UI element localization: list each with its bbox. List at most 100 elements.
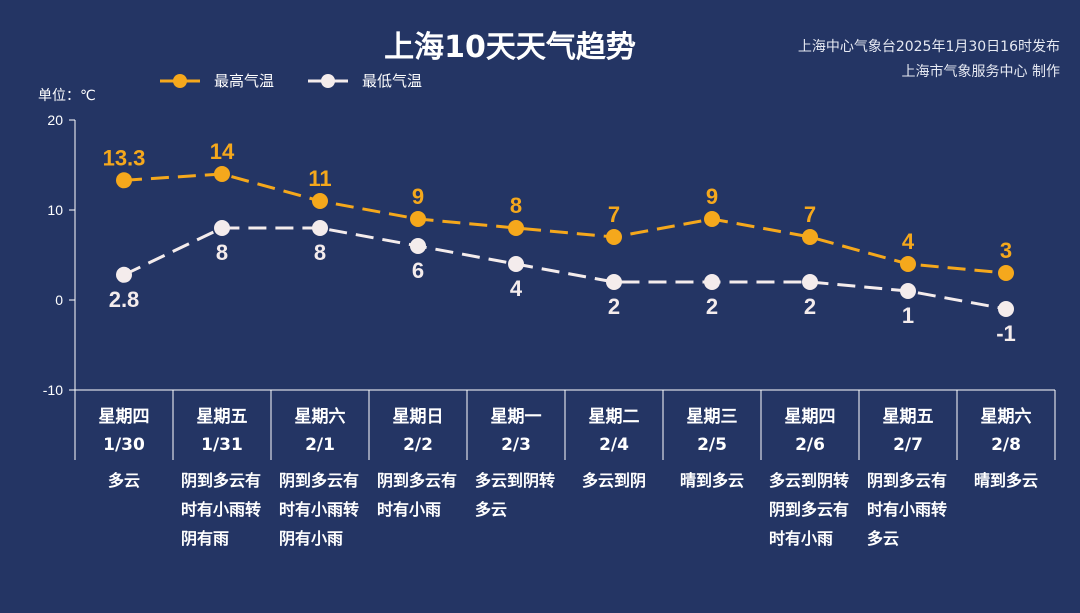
weather-description: 晴到多云 [663, 466, 761, 495]
data-label-low: 2 [804, 294, 816, 319]
data-label-low: 2 [706, 294, 718, 319]
data-label-low: 6 [412, 258, 424, 283]
source-line-2: 上海市气象服务中心 制作 [901, 64, 1060, 80]
data-label-high: 8 [510, 193, 522, 218]
day-of-week: 星期五 [882, 407, 934, 427]
data-point-low [802, 274, 818, 290]
legend-marker-low [308, 73, 349, 88]
data-point-low [998, 301, 1014, 317]
x-tick-label: 2/3 [501, 435, 531, 455]
weather-description: 多云到阴转阴到多云有时有小雨 [761, 466, 859, 553]
y-tick-label: -10 [43, 382, 63, 398]
data-label-high: 14 [210, 139, 235, 164]
weather-description: 多云到阴转多云 [467, 466, 565, 524]
day-column: 星期一 2/3 [467, 392, 565, 455]
weather-text: 阴到多云有时有小雨转阴有雨 [181, 471, 262, 548]
data-label-high: 7 [608, 202, 620, 227]
data-point-low [116, 266, 132, 283]
weather-text: 阴到多云有时有小雨 [377, 471, 458, 519]
legend-item-high: 最高气温 [160, 70, 274, 91]
weather-text: 多云到阴转阴到多云有时有小雨 [769, 471, 850, 548]
weather-description: 晴到多云 [957, 466, 1055, 495]
weather-text: 多云 [107, 471, 140, 490]
day-column: 星期五 1/31 [173, 392, 271, 455]
weather-text: 晴到多云 [679, 471, 744, 490]
y-tick-label: 10 [47, 202, 63, 218]
y-tick-label: 20 [47, 112, 63, 128]
data-label-high: 7 [804, 202, 816, 227]
x-tick-label: 2/4 [599, 435, 629, 455]
data-label-high: 9 [706, 184, 718, 209]
weather-text: 多云到阴转多云 [475, 471, 556, 519]
day-of-week: 星期三 [686, 407, 738, 427]
data-label-low: 8 [216, 240, 228, 265]
day-of-week: 星期二 [588, 407, 640, 427]
data-label-low: 8 [314, 240, 326, 265]
weather-description: 多云 [75, 466, 173, 495]
weather-text: 多云到阴 [581, 471, 646, 490]
data-label-low: 2 [608, 294, 620, 319]
x-tick-label: 2/7 [893, 435, 923, 455]
day-of-week: 星期六 [294, 407, 346, 427]
day-of-week: 星期一 [490, 407, 542, 427]
weather-description: 多云到阴 [565, 466, 663, 495]
day-of-week: 星期六 [980, 407, 1032, 427]
data-point-low [606, 274, 622, 290]
series-line-low [123, 226, 1007, 311]
data-point-high [116, 172, 132, 189]
data-label-low: 2.8 [109, 287, 140, 312]
series-line-high [123, 172, 1007, 275]
day-column: 星期四 2/6 [761, 392, 859, 455]
data-label-low: -1 [996, 321, 1016, 346]
day-column: 星期日 2/2 [369, 392, 467, 455]
weather-text: 晴到多云 [973, 471, 1038, 490]
day-column: 星期六 2/1 [271, 392, 369, 455]
data-point-high [704, 211, 720, 227]
weather-text: 阴到多云有时有小雨转多云 [867, 471, 948, 548]
weather-description: 阴到多云有时有小雨转阴有雨 [173, 466, 271, 553]
day-column: 星期三 2/5 [663, 392, 761, 455]
data-point-high [802, 229, 818, 245]
data-point-high [606, 229, 622, 245]
legend-marker-high [160, 73, 200, 88]
legend-label-high: 最高气温 [214, 72, 275, 90]
day-column: 星期二 2/4 [565, 392, 663, 455]
data-point-high [214, 166, 230, 182]
data-point-low [900, 283, 916, 299]
data-point-high [508, 220, 524, 236]
data-point-high [410, 211, 426, 227]
data-label-high: 9 [412, 184, 424, 209]
data-point-low [214, 220, 230, 236]
data-point-high [312, 193, 328, 209]
y-axis-unit: 单位：℃ [38, 88, 96, 104]
day-of-week: 星期四 [784, 407, 836, 427]
data-label-low: 4 [510, 276, 523, 301]
data-point-low [508, 256, 524, 272]
y-tick-label: 0 [55, 292, 63, 308]
data-point-low [410, 238, 426, 254]
x-tick-label: 2/8 [991, 435, 1021, 455]
x-tick-label: 2/2 [403, 435, 433, 455]
day-of-week: 星期日 [392, 407, 444, 427]
weather-description: 阴到多云有时有小雨转阴有小雨 [271, 466, 369, 553]
x-tick-label: 2/6 [795, 435, 825, 455]
weather-text: 阴到多云有时有小雨转阴有小雨 [279, 471, 360, 548]
weather-description: 阴到多云有时有小雨 [369, 466, 467, 524]
legend-label-low: 最低气温 [362, 72, 423, 90]
data-label-high: 13.3 [103, 145, 146, 170]
data-label-low: 1 [902, 303, 914, 328]
x-tick-label: 2/5 [697, 435, 727, 455]
day-column: 星期六 2/8 [957, 392, 1055, 455]
legend: 最高气温 最低气温 [160, 70, 422, 91]
x-tick-label: 1/30 [103, 435, 145, 455]
data-label-high: 3 [1000, 238, 1012, 263]
x-tick-label: 2/1 [305, 435, 335, 455]
day-column: 星期四 1/30 [75, 392, 173, 455]
source-line-1: 上海中心气象台2025年1月30日16时发布 [797, 39, 1060, 55]
weather-description: 阴到多云有时有小雨转多云 [859, 466, 957, 553]
data-point-low [312, 220, 328, 236]
chart-title: 上海10天天气趋势 [384, 30, 636, 65]
x-tick-label: 1/31 [201, 435, 243, 455]
legend-item-low: 最低气温 [308, 70, 422, 91]
